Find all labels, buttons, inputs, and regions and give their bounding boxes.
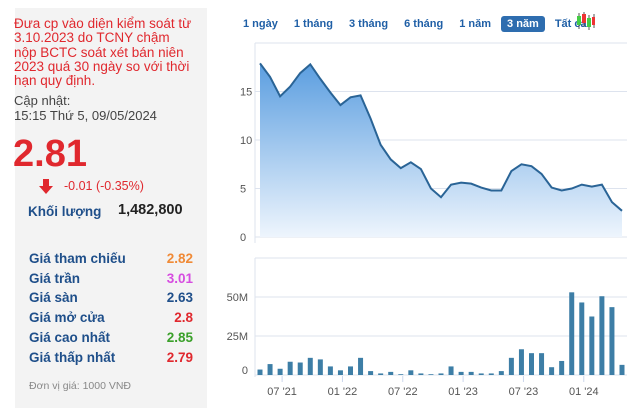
volume-bar	[388, 371, 394, 375]
volume-bar	[579, 302, 585, 375]
stat-label: Giá tham chiếu	[29, 251, 126, 266]
update-label: Cập nhật:	[14, 93, 71, 108]
volume-bar	[529, 353, 534, 375]
update-info: Cập nhật: 15:15 Thứ 5, 09/05/2024	[14, 93, 157, 123]
stock-info-panel	[15, 8, 207, 408]
volume-bar	[428, 374, 434, 375]
tab-2[interactable]: 3 tháng	[348, 18, 389, 30]
x-tick-label: 07 '22	[388, 386, 418, 398]
volume-bar	[468, 371, 474, 375]
price-line	[259, 62, 623, 212]
tab-1[interactable]: 1 tháng	[293, 18, 333, 30]
y-tick-label: 5	[240, 184, 246, 196]
current-price: 2.81	[13, 133, 87, 175]
volume-bar	[539, 353, 545, 375]
stat-row: Giá cao nhất 2.85	[29, 330, 193, 350]
volume-bar	[559, 360, 565, 375]
y-tick-label: 0	[240, 232, 246, 244]
x-tick-label: 01 '23	[448, 386, 478, 398]
stat-label: Giá cao nhất	[29, 329, 111, 345]
volume-bar	[458, 371, 464, 375]
volume-bar	[337, 370, 343, 375]
y-tick-label: 15	[240, 87, 252, 99]
stat-label: Giá thấp nhất	[29, 349, 116, 365]
y-tick-label: 50M	[227, 292, 248, 304]
volume-bar	[297, 362, 303, 375]
volume-bar	[569, 292, 575, 375]
stat-row: Giá thấp nhất 2.79	[29, 350, 193, 370]
volume-bar	[518, 349, 524, 375]
warning-notice: Đưa cp vào diện kiểm soát từ 3.10.2023 d…	[14, 16, 192, 89]
volume-bar	[498, 371, 504, 375]
volume-bar	[358, 357, 364, 375]
volume-bar	[307, 357, 313, 375]
y-tick-label: 0	[242, 365, 248, 377]
volume-bar	[287, 361, 293, 375]
tab-3[interactable]: 6 tháng	[404, 18, 444, 30]
tab-0[interactable]: 1 ngày	[243, 18, 278, 30]
volume-bar	[549, 367, 555, 375]
stat-label: Giá sàn	[29, 290, 78, 306]
price-unit: Đơn vị giá: 1000 VNĐ	[29, 380, 132, 392]
x-tick-label: 07 '23	[509, 386, 539, 398]
volume-bar	[448, 366, 454, 375]
range-tabs: 1 ngày 1 tháng 3 tháng 6 tháng 1 năm 3 năm Tất…	[243, 16, 603, 32]
volume-bar	[418, 373, 424, 375]
volume-bar	[589, 316, 595, 375]
volume-bar	[609, 307, 615, 375]
stat-label: Giá trần	[29, 270, 81, 286]
price-area	[260, 63, 622, 238]
volume-label: Khối lượng	[28, 204, 102, 219]
volume-bar	[368, 371, 374, 375]
volume-bar	[478, 373, 484, 375]
x-tick-label: 07 '21	[267, 386, 297, 398]
stat-value: 2.63	[166, 290, 193, 306]
stat-value: 2.82	[166, 251, 193, 266]
stat-value: 2.8	[174, 310, 193, 326]
volume-bar	[317, 359, 323, 375]
volume-bar	[277, 368, 283, 375]
volume-bar	[508, 357, 514, 375]
volume-bar	[327, 366, 333, 375]
volume-bar	[438, 373, 444, 375]
stat-row: Giá mở cửa 2.8	[29, 310, 193, 330]
y-tick-label: 25M	[227, 331, 248, 343]
x-tick-label: 01 '22	[328, 386, 358, 398]
volume-bar	[267, 364, 273, 375]
stat-value: 3.01	[166, 270, 193, 286]
stat-label: Giá mở cửa	[29, 310, 105, 326]
volume-value: 1,482,800	[118, 202, 183, 218]
stat-value: 2.85	[166, 329, 193, 345]
price-change: -0.01 (-0.35%)	[64, 179, 144, 193]
update-time: 15:15 Thứ 5, 09/05/2024	[14, 107, 157, 123]
volume-bar	[619, 364, 625, 375]
tab-5[interactable]: 3 năm	[501, 16, 545, 32]
tab-4[interactable]: 1 năm	[459, 18, 492, 30]
volume-bar	[378, 373, 384, 375]
stat-row: Giá tham chiếu 2.82	[29, 251, 193, 271]
y-tick-label: 10	[240, 135, 252, 147]
volume-bar	[348, 366, 353, 375]
stat-row: Giá trần 3.01	[29, 271, 193, 291]
down-arrow-icon	[39, 179, 53, 194]
stat-value: 2.79	[166, 349, 193, 365]
volume-bar	[488, 373, 494, 375]
volume-bar	[408, 370, 414, 375]
candlestick-toggle-icon[interactable]	[575, 11, 595, 31]
volume-bar	[599, 296, 605, 375]
stat-row: Giá sàn 2.63	[29, 290, 193, 310]
x-tick-label: 01 '24	[569, 386, 599, 398]
volume-bar	[398, 374, 404, 375]
volume-bar	[257, 369, 263, 375]
